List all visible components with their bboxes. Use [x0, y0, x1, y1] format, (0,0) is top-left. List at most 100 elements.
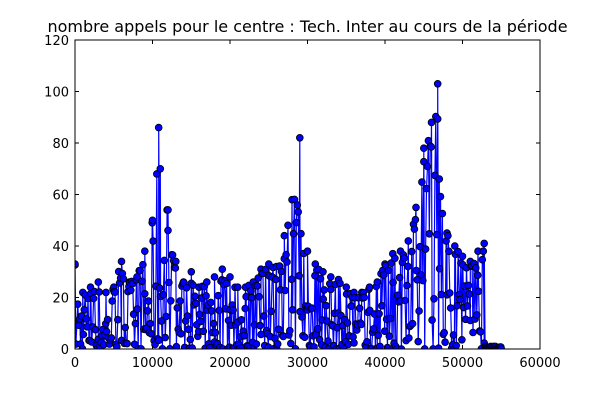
data-point [177, 329, 185, 338]
data-point [280, 231, 289, 240]
data-point [273, 340, 282, 348]
data-point [300, 333, 309, 342]
data-point [385, 332, 394, 341]
data-point [210, 273, 219, 281]
data-point [326, 285, 335, 294]
x-tick-label: 30000 [287, 356, 328, 371]
data-point [143, 306, 152, 315]
data-point [374, 331, 383, 340]
data-point [286, 339, 295, 348]
data-point [160, 256, 169, 265]
data-point [161, 333, 170, 342]
data-point [155, 284, 164, 292]
data-point [148, 216, 157, 225]
data-point [316, 274, 325, 283]
data-point [319, 267, 327, 276]
data-point [479, 247, 488, 256]
data-point [343, 319, 352, 327]
data-point [186, 335, 195, 344]
y-tick-label: 0 [61, 343, 69, 358]
data-point [433, 115, 442, 123]
x-axis: 0 10000 20000 30000 40000 50000 60000 [71, 40, 561, 371]
data-point [272, 275, 280, 284]
data-point [295, 134, 304, 142]
data-point [214, 291, 223, 300]
y-axis: 0 20 40 60 80 100 120 [44, 34, 540, 358]
data-point [75, 321, 83, 329]
data-point [454, 247, 463, 256]
data-point [322, 301, 330, 310]
data-point [292, 218, 301, 227]
data-point [471, 264, 480, 272]
x-tick-label: 20000 [209, 356, 250, 371]
data-point [94, 278, 103, 286]
data-point [408, 319, 417, 328]
data-point [293, 201, 302, 209]
data-point [80, 305, 89, 314]
data-point [380, 327, 389, 336]
data-point [176, 297, 184, 305]
data-point [196, 317, 205, 326]
x-tick-label: 50000 [442, 356, 483, 371]
data-point [480, 239, 489, 248]
data-point [153, 170, 161, 178]
data-point [284, 221, 292, 230]
data-point [427, 143, 436, 151]
data-point [458, 335, 466, 344]
data-point [438, 209, 447, 218]
data-point [415, 307, 423, 315]
data-point [256, 321, 264, 330]
data-point [121, 323, 129, 332]
data-point [159, 290, 168, 299]
x-tick-label: 40000 [364, 356, 405, 371]
data-point [206, 344, 214, 349]
data-point [192, 299, 200, 308]
data-point [463, 302, 472, 310]
data-point [404, 237, 413, 245]
y-tick-label: 60 [52, 189, 69, 204]
data-point [182, 283, 191, 292]
data-point [456, 295, 464, 304]
data-point [222, 279, 231, 288]
data-point [282, 250, 290, 259]
data-point [75, 260, 79, 268]
data-point [203, 278, 211, 286]
data-point [411, 215, 420, 224]
data-point [188, 344, 196, 349]
data-point [247, 293, 256, 302]
data-point [229, 306, 237, 314]
data-point [324, 337, 332, 345]
data-point [240, 331, 249, 340]
data-point [423, 162, 432, 171]
data-point [173, 304, 182, 312]
data-point [91, 325, 100, 334]
data-point [191, 292, 199, 301]
data-point [138, 277, 146, 286]
data-point [386, 314, 395, 323]
data-point [139, 260, 147, 269]
data-point [297, 229, 305, 238]
data-point [469, 328, 477, 337]
data-point [171, 264, 180, 272]
data-point [162, 312, 170, 321]
data-point [283, 258, 291, 266]
data-point [147, 329, 156, 338]
data-point [209, 319, 218, 328]
data-point [428, 316, 436, 324]
data-point [261, 265, 270, 274]
data-point [113, 343, 121, 349]
data-point [129, 310, 138, 319]
data-point [149, 237, 157, 245]
data-point [237, 315, 246, 324]
data-point [89, 294, 98, 303]
data-point [184, 325, 193, 334]
y-tick-label: 120 [44, 34, 69, 49]
data-point [277, 267, 286, 276]
data-point [298, 313, 306, 321]
data-point [164, 226, 172, 235]
data-point [458, 252, 467, 261]
chart-title: nombre appels pour le centre : Tech. Int… [47, 17, 567, 36]
data-point [211, 328, 220, 337]
data-point [75, 300, 82, 308]
data-point [199, 327, 208, 336]
